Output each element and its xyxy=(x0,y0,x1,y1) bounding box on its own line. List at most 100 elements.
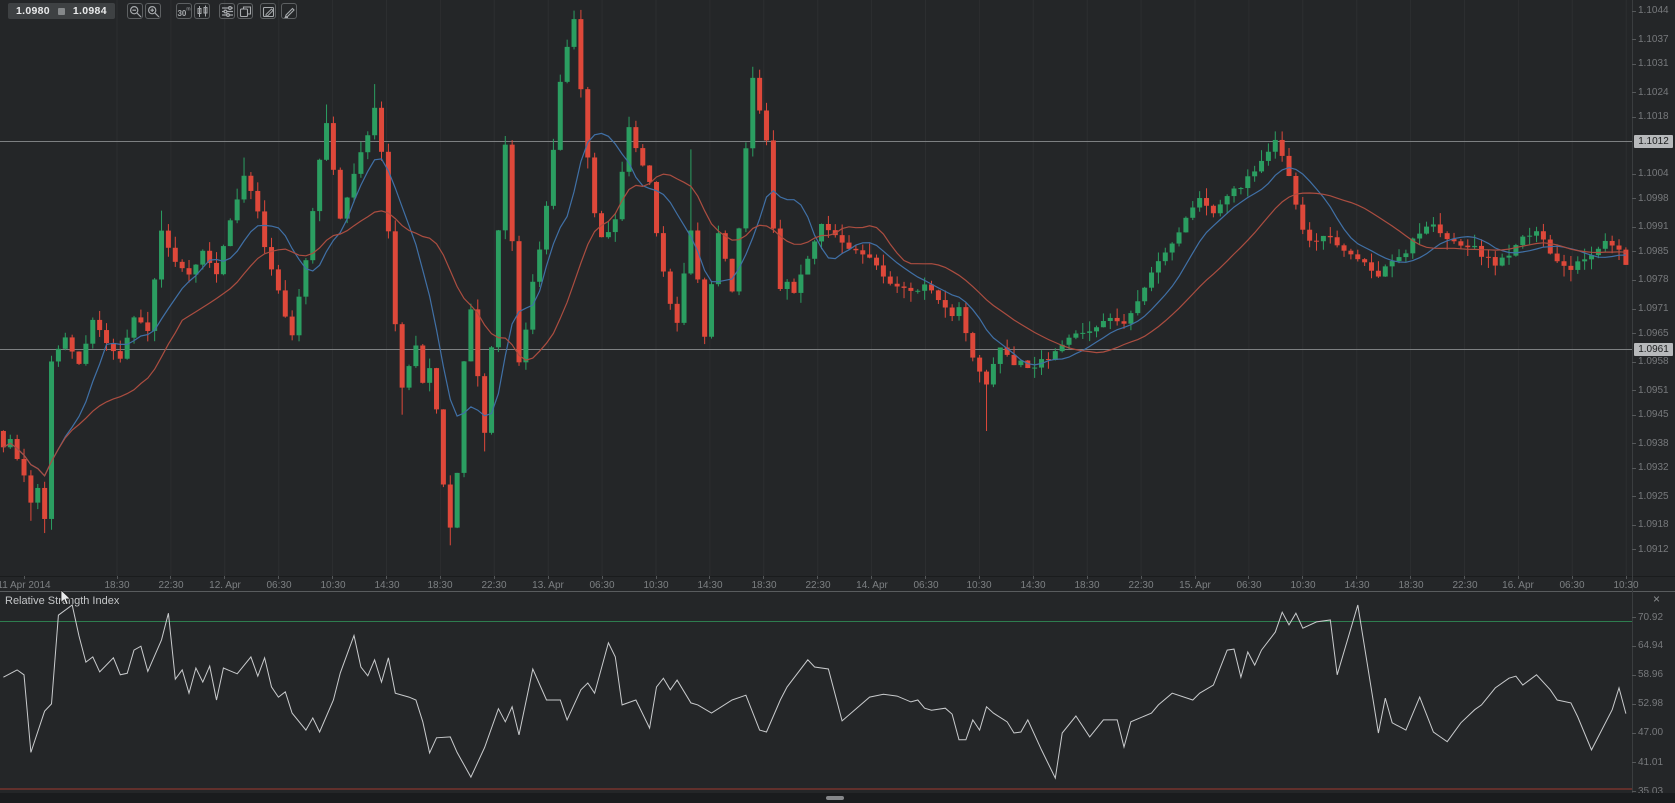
candle xyxy=(846,235,852,251)
candle xyxy=(1320,235,1326,250)
rsi-tick-label: 47.00 xyxy=(1638,727,1664,738)
quote-box[interactable]: 1.0980 1.0984 xyxy=(8,3,115,19)
candle xyxy=(984,369,990,432)
chart-toolbar: 1.0980 1.0984 30m xyxy=(0,0,1675,22)
time-tick-label: 18:30 xyxy=(1074,580,1100,591)
time-tick-mark xyxy=(602,576,603,579)
price-tick-mark xyxy=(1632,198,1636,199)
candle xyxy=(1259,150,1265,174)
draw-pencil-icon xyxy=(283,5,296,18)
candle xyxy=(165,224,171,257)
candle xyxy=(715,225,721,287)
zoom-in-button[interactable] xyxy=(145,3,161,19)
rsi-close-button[interactable]: × xyxy=(1653,592,1661,606)
candle xyxy=(62,332,68,351)
candle xyxy=(915,289,921,294)
candle xyxy=(1527,227,1533,245)
rsi-tick-mark xyxy=(1632,733,1636,734)
candle xyxy=(1066,334,1072,350)
edit-chart-button[interactable] xyxy=(260,3,276,19)
candle xyxy=(1430,217,1436,233)
link-charts-button[interactable] xyxy=(237,3,253,19)
candle xyxy=(1307,222,1313,248)
rsi-chart[interactable] xyxy=(0,593,1632,793)
candle xyxy=(1224,194,1230,214)
time-tick-label: 16. Apr xyxy=(1502,580,1534,591)
price-tick-mark xyxy=(1632,309,1636,310)
candle xyxy=(1100,313,1106,328)
candle xyxy=(489,346,495,435)
zoom-out-button[interactable] xyxy=(127,3,143,19)
candle xyxy=(1369,253,1375,279)
time-tick-mark xyxy=(548,576,549,579)
scrollbar-grip[interactable] xyxy=(826,796,844,800)
candle xyxy=(220,244,226,276)
candle xyxy=(234,188,240,224)
time-tick-mark xyxy=(332,576,333,579)
price-tick-label: 1.1024 xyxy=(1638,87,1669,98)
candle xyxy=(605,221,611,239)
price-tick-mark xyxy=(1632,362,1636,363)
candle xyxy=(1252,165,1258,182)
candles-layer[interactable] xyxy=(0,9,1629,546)
chart-type-button[interactable] xyxy=(194,3,210,19)
candle xyxy=(49,355,55,530)
candle xyxy=(997,347,1003,374)
candle xyxy=(1300,197,1306,235)
candle xyxy=(1142,286,1148,306)
time-tick-mark xyxy=(1302,576,1303,579)
ask-price-button[interactable]: 1.0984 xyxy=(72,5,107,17)
candle xyxy=(296,288,302,342)
candle xyxy=(1355,249,1361,262)
time-tick-mark xyxy=(278,576,279,579)
price-tick-label: 1.0985 xyxy=(1638,246,1669,257)
candle xyxy=(922,277,928,300)
candle xyxy=(1362,258,1368,267)
candle xyxy=(564,39,570,84)
candle xyxy=(275,264,281,294)
price-tick-mark xyxy=(1632,64,1636,65)
candle xyxy=(330,116,336,175)
candle xyxy=(674,296,680,332)
candle xyxy=(1169,242,1175,261)
price-tick-mark xyxy=(1632,496,1636,497)
candle xyxy=(1575,256,1581,274)
candle xyxy=(1293,172,1299,210)
time-tick-label: 10:30 xyxy=(320,580,346,591)
price-tick-label: 1.0965 xyxy=(1638,328,1669,339)
candle xyxy=(1589,246,1595,270)
time-tick-mark xyxy=(1572,576,1573,579)
mouse-cursor xyxy=(60,590,72,606)
draw-button[interactable] xyxy=(281,3,297,19)
price-tick-mark xyxy=(1632,92,1636,93)
indicators-button[interactable] xyxy=(219,3,235,19)
candle xyxy=(310,207,316,264)
price-tick-mark xyxy=(1632,174,1636,175)
candle xyxy=(619,161,625,221)
candle xyxy=(1389,254,1395,278)
candle xyxy=(516,235,522,366)
candle xyxy=(145,311,151,342)
zoom-out-icon xyxy=(129,5,142,18)
candle xyxy=(447,475,453,546)
timeframe-30m-icon: 30m xyxy=(177,6,191,18)
candle xyxy=(1568,255,1574,282)
price-tick-label: 1.0978 xyxy=(1638,274,1669,285)
time-tick-label: 06:30 xyxy=(1559,580,1585,591)
time-tick-mark xyxy=(1087,576,1088,579)
candle xyxy=(1121,314,1127,329)
candle xyxy=(1073,330,1079,340)
time-tick-label: 18:30 xyxy=(751,580,777,591)
candle xyxy=(523,322,529,370)
bid-price-button[interactable]: 1.0980 xyxy=(16,5,50,17)
candle xyxy=(42,481,48,534)
candle xyxy=(1114,308,1120,326)
candle xyxy=(1382,264,1388,277)
candle xyxy=(688,149,694,275)
candle xyxy=(1279,131,1285,162)
price-chart[interactable] xyxy=(0,0,1632,576)
timeframe-button[interactable]: 30m xyxy=(176,3,192,19)
bottom-scrollbar[interactable] xyxy=(0,793,1675,803)
candle xyxy=(667,268,673,310)
price-tick-mark xyxy=(1632,415,1636,416)
